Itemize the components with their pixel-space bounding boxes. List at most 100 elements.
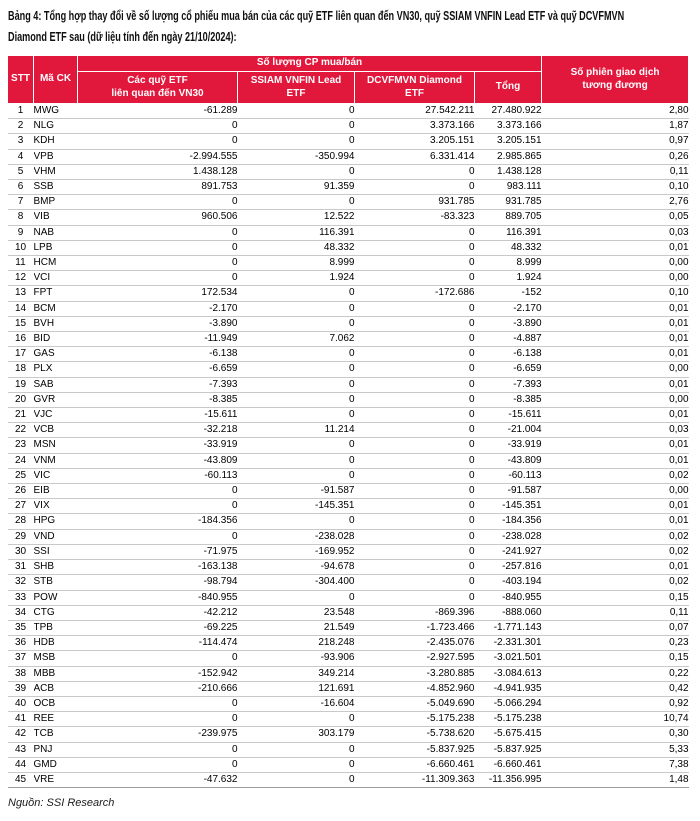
- cell-stt: 43: [7, 742, 34, 758]
- cell-ssiam-etf: 0: [237, 285, 355, 302]
- cell-ssiam-etf: -145.351: [237, 498, 355, 515]
- cell-total: -184.356: [474, 513, 542, 530]
- cell-sessions: 0,01: [541, 301, 689, 317]
- cell-dcvfmvn-etf: 0: [354, 422, 475, 439]
- cell-ticker: CTG: [33, 605, 78, 621]
- table-row: 3 KDH 0 0 3.205.151 3.205.151 0,97: [7, 133, 689, 150]
- cell-dcvfmvn-etf: 0: [354, 544, 475, 561]
- cell-ssiam-etf: 0: [237, 133, 355, 150]
- table-row: 13 FPT 172.534 0 -172.686 -152 0,10: [7, 285, 689, 302]
- cell-vn30-etf: -71.975: [77, 544, 238, 561]
- cell-ticker: MSB: [33, 650, 78, 667]
- cell-vn30-etf: 0: [77, 133, 238, 150]
- cell-ssiam-etf: 0: [237, 407, 355, 424]
- cell-vn30-etf: -47.632: [77, 772, 238, 789]
- cell-ssiam-etf: 303.179: [237, 726, 355, 743]
- cell-sessions: 0,00: [541, 392, 689, 409]
- cell-ssiam-etf: 0: [237, 590, 355, 606]
- cell-ticker: TCB: [33, 726, 78, 743]
- table-row: 21 VJC -15.611 0 0 -15.611 0,01: [7, 407, 689, 424]
- cell-total: -5.837.925: [474, 742, 542, 758]
- cell-dcvfmvn-etf: 0: [354, 437, 475, 454]
- cell-vn30-etf: 0: [77, 225, 238, 241]
- cell-total: -840.955: [474, 590, 542, 606]
- cell-stt: 25: [7, 468, 34, 485]
- cell-total: -257.816: [474, 559, 542, 576]
- cell-sessions: 0,22: [541, 666, 689, 682]
- cell-sessions: 0,01: [541, 407, 689, 424]
- cell-total: -33.919: [474, 437, 542, 454]
- cell-ticker: OCB: [33, 696, 78, 713]
- cell-dcvfmvn-etf: -2.435.076: [354, 635, 475, 652]
- cell-ssiam-etf: -91.587: [237, 483, 355, 500]
- cell-dcvfmvn-etf: 0: [354, 346, 475, 363]
- cell-stt: 7: [7, 194, 34, 211]
- cell-stt: 30: [7, 544, 34, 561]
- cell-total: -5.175.238: [474, 711, 542, 728]
- cell-vn30-etf: -210.666: [77, 681, 238, 697]
- cell-stt: 31: [7, 559, 34, 576]
- table-row: 19 SAB -7.393 0 0 -7.393 0,01: [7, 377, 689, 393]
- cell-total: -2.170: [474, 301, 542, 317]
- cell-ssiam-etf: 0: [237, 392, 355, 409]
- table-row: 34 CTG -42.212 23.548 -869.396 -888.060 0,11: [7, 605, 689, 621]
- cell-total: 48.332: [474, 240, 542, 257]
- cell-ticker: VNM: [33, 453, 78, 469]
- cell-stt: 42: [7, 726, 34, 743]
- cell-sessions: 0,15: [541, 650, 689, 667]
- table-row: 42 TCB -239.975 303.179 -5.738.620 -5.675.415…: [7, 726, 689, 743]
- cell-stt: 19: [7, 377, 34, 393]
- cell-vn30-etf: 960.506: [77, 209, 238, 226]
- cell-dcvfmvn-etf: 0: [354, 255, 475, 272]
- cell-ssiam-etf: 0: [237, 453, 355, 469]
- cell-ssiam-etf: 8.999: [237, 255, 355, 272]
- cell-total: 889.705: [474, 209, 542, 226]
- cell-sessions: 0,10: [541, 179, 689, 196]
- cell-total: -7.393: [474, 377, 542, 393]
- cell-ticker: REE: [33, 711, 78, 728]
- cell-stt: 3: [7, 133, 34, 150]
- cell-vn30-etf: -840.955: [77, 590, 238, 606]
- cell-ssiam-etf: 0: [237, 301, 355, 317]
- cell-ssiam-etf: 91.359: [237, 179, 355, 196]
- cell-sessions: 0,26: [541, 149, 689, 165]
- cell-vn30-etf: 0: [77, 696, 238, 713]
- cell-ticker: ACB: [33, 681, 78, 697]
- table-body: 1 MWG -61.289 0 27.542.211 27.480.922 2,80 2 NLG…: [7, 103, 689, 789]
- cell-ssiam-etf: 12.522: [237, 209, 355, 226]
- cell-total: -403.194: [474, 574, 542, 591]
- cell-vn30-etf: 0: [77, 255, 238, 272]
- cell-vn30-etf: -98.794: [77, 574, 238, 591]
- cell-vn30-etf: -6.659: [77, 361, 238, 378]
- cell-total: 1.438.128: [474, 164, 542, 181]
- cell-dcvfmvn-etf: -2.927.595: [354, 650, 475, 667]
- cell-vn30-etf: -43.809: [77, 453, 238, 469]
- cell-ticker: BMP: [33, 194, 78, 211]
- cell-vn30-etf: 0: [77, 529, 238, 545]
- cell-ssiam-etf: 21.549: [237, 620, 355, 637]
- cell-total: -888.060: [474, 605, 542, 621]
- col-header-sessions: Số phiên giao dịch tương đương: [541, 55, 690, 104]
- table-row: 2 NLG 0 0 3.373.166 3.373.166 1,87: [7, 118, 689, 135]
- cell-ticker: VJC: [33, 407, 78, 424]
- cell-ticker: LPB: [33, 240, 78, 257]
- cell-dcvfmvn-etf: 3.373.166: [354, 118, 475, 135]
- cell-ticker: PNJ: [33, 742, 78, 758]
- table-row: 43 PNJ 0 0 -5.837.925 -5.837.925 5,33: [7, 742, 689, 758]
- cell-sessions: 10,74: [541, 711, 689, 728]
- cell-stt: 40: [7, 696, 34, 713]
- cell-ticker: NLG: [33, 118, 78, 135]
- cell-dcvfmvn-etf: 0: [354, 270, 475, 287]
- cell-ticker: NAB: [33, 225, 78, 241]
- cell-stt: 15: [7, 316, 34, 333]
- cell-total: 3.205.151: [474, 133, 542, 150]
- cell-sessions: 0,00: [541, 361, 689, 378]
- cell-sessions: 0,42: [541, 681, 689, 697]
- table-row: 29 VND 0 -238.028 0 -238.028 0,02: [7, 529, 689, 545]
- table-row: 36 HDB -114.474 218.248 -2.435.076 -2.331.301…: [7, 635, 689, 652]
- cell-stt: 12: [7, 270, 34, 287]
- cell-sessions: 0,01: [541, 240, 689, 257]
- cell-stt: 1: [7, 103, 34, 120]
- cell-sessions: 0,07: [541, 620, 689, 637]
- cell-sessions: 0,02: [541, 574, 689, 591]
